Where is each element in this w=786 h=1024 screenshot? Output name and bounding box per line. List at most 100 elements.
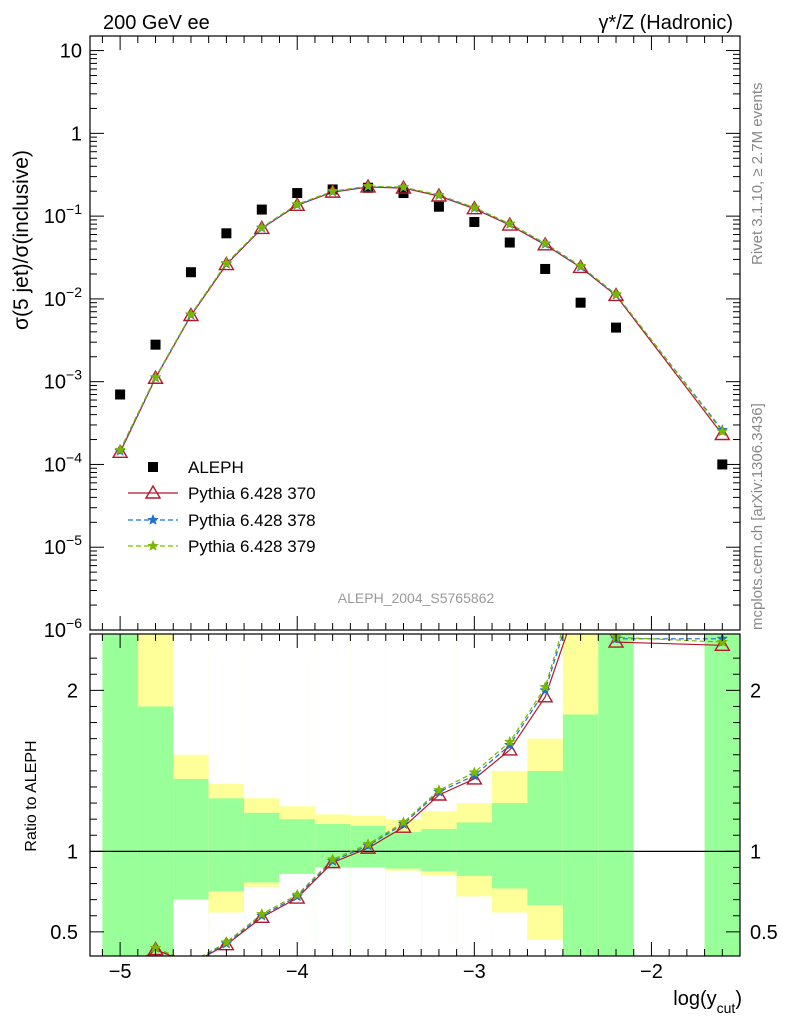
band-gap-top bbox=[173, 634, 209, 755]
main-y-tick-label: 10−1 bbox=[44, 201, 82, 228]
main-point-s0-5 bbox=[292, 188, 303, 199]
main-point-s3-12 bbox=[539, 237, 552, 249]
mcplots-reference-label: mcplots.cern.ch [arXiv:1306.3436] bbox=[749, 403, 766, 630]
legend-marker bbox=[144, 484, 162, 499]
ratio-point-s2-9 bbox=[433, 783, 445, 796]
outer-band-lower bbox=[421, 871, 457, 876]
main-point-s0-9 bbox=[433, 201, 444, 212]
ratio-point-s0-8 bbox=[395, 818, 412, 833]
main-point-s3-1 bbox=[149, 371, 162, 383]
ratio-series-markers bbox=[147, 564, 731, 967]
main-y-tick-label: 10−6 bbox=[44, 615, 82, 642]
ratio-point-s2-7 bbox=[362, 837, 374, 850]
main-point-s3-3 bbox=[220, 256, 233, 269]
x-tick-label: −3 bbox=[463, 961, 486, 983]
outer-band-upper bbox=[492, 770, 528, 804]
ratio-point-s0-6 bbox=[324, 854, 341, 869]
outer-band-lower bbox=[456, 875, 493, 897]
main-point-s0-3 bbox=[221, 228, 232, 239]
x-axis: −5 −4 −3 −2 bbox=[101, 634, 723, 983]
legend-marker bbox=[147, 513, 159, 525]
outer-band-lower bbox=[244, 882, 280, 887]
legend-label: Pythia 6.428 370 bbox=[188, 484, 316, 503]
ratio-point-s2-4 bbox=[255, 907, 268, 920]
band-gap-bottom bbox=[492, 912, 528, 956]
header-left-label: 200 GeV ee bbox=[103, 12, 210, 34]
main-point-s3-2 bbox=[185, 308, 197, 320]
ratio-point-s0-5 bbox=[289, 889, 306, 904]
main-point-s3-13 bbox=[574, 259, 587, 271]
ratio-point-s0-7 bbox=[359, 839, 377, 854]
ratio-point-s1-13 bbox=[575, 572, 585, 582]
ratio-point-s2-13 bbox=[575, 564, 585, 574]
outer-band-upper bbox=[421, 811, 457, 829]
main-point-s3-14 bbox=[610, 287, 622, 300]
main-panel: 10−6 10−5 10−4 10−3 10−2 10−1 1 10 σ(5 jet)/σ(i… bbox=[10, 35, 741, 642]
legend-label: ALEPH bbox=[188, 458, 244, 477]
outer-band-lower bbox=[527, 905, 563, 940]
outer-band-upper bbox=[173, 754, 209, 779]
band-gap-top bbox=[208, 634, 245, 784]
ratio-point-s0-11 bbox=[501, 741, 518, 756]
rivet-version-label: Rivet 3.1.10, ≥ 2.7M events bbox=[749, 83, 766, 266]
main-point-s0-4 bbox=[256, 204, 267, 215]
main-y-tick-label: 10−4 bbox=[44, 449, 82, 476]
main-point-s3-7 bbox=[362, 179, 374, 192]
ratio-point-s0-2 bbox=[190, 955, 192, 956]
main-point-s0-15 bbox=[717, 459, 728, 470]
ratio-y-tick-label-right: 1 bbox=[750, 841, 761, 863]
ratio-y-tick-label-right: 2 bbox=[750, 680, 761, 702]
outer-band-lower bbox=[208, 891, 245, 913]
band-gap-bottom bbox=[350, 867, 386, 956]
main-point-s3-5 bbox=[291, 198, 304, 210]
main-y-tick-label: 10 bbox=[60, 41, 82, 63]
outer-band-upper bbox=[456, 803, 493, 823]
legend-entry: Pythia 6.428 378 bbox=[128, 511, 316, 530]
main-point-s0-14 bbox=[611, 322, 622, 333]
ratio-point-s2-12 bbox=[539, 680, 552, 693]
outer-band-upper bbox=[279, 806, 315, 820]
inner-band-bin bbox=[102, 634, 138, 956]
outer-band-upper bbox=[527, 738, 563, 771]
ratio-y-tick-label-right: 0.5 bbox=[750, 922, 778, 944]
main-series-lines bbox=[119, 185, 723, 453]
ratio-y-tick-label: 1 bbox=[67, 841, 78, 863]
outer-band-lower bbox=[385, 868, 422, 871]
main-point-s3-10 bbox=[468, 201, 481, 213]
legend-marker bbox=[147, 539, 159, 551]
inner-band-bin bbox=[704, 634, 740, 956]
band-gap-bottom bbox=[421, 875, 457, 956]
ratio-point-s2-8 bbox=[397, 816, 410, 828]
main-y-tick-label: 1 bbox=[71, 123, 82, 145]
ratio-y-axis: 0.5 0.5 1 1 2 2 bbox=[50, 657, 778, 944]
outer-band-lower bbox=[492, 888, 528, 913]
ratio-point-s1-12 bbox=[539, 684, 552, 696]
x-tick-label: −2 bbox=[640, 961, 663, 983]
ratio-point-s0-4 bbox=[253, 908, 271, 924]
band-gap-top bbox=[279, 634, 315, 807]
main-y-tick-label: 10−2 bbox=[44, 284, 82, 311]
inner-band-bin bbox=[137, 706, 174, 956]
ratio-point-s2-10 bbox=[468, 766, 481, 778]
main-point-s0-12 bbox=[540, 263, 551, 274]
legend: ALEPH Pythia 6.428 370 Pythia 6.428 378 Pyt… bbox=[128, 458, 316, 556]
main-point-s0-10 bbox=[469, 216, 480, 227]
ratio-point-s2-2 bbox=[186, 957, 197, 967]
ratio-point-s0-10 bbox=[466, 770, 483, 785]
outer-band-upper bbox=[244, 798, 280, 813]
legend-label: Pythia 6.428 379 bbox=[188, 537, 316, 556]
inner-band-bin bbox=[562, 714, 599, 956]
ratio-y-axis-label: Ratio to ALEPH bbox=[23, 740, 40, 851]
legend-entry: ALEPH bbox=[148, 458, 244, 477]
main-point-s0-11 bbox=[504, 237, 515, 248]
ratio-point-s2-3 bbox=[220, 936, 233, 948]
band-gap-top bbox=[314, 634, 351, 815]
ratio-point-s0-13 bbox=[574, 587, 588, 599]
main-point-s0-1 bbox=[150, 339, 161, 350]
outer-band-upper bbox=[208, 783, 245, 799]
ratio-point-s2-11 bbox=[503, 735, 516, 747]
main-point-s0-13 bbox=[575, 297, 586, 308]
ratio-y-tick-label: 2 bbox=[67, 680, 78, 702]
main-point-s0-2 bbox=[185, 267, 196, 278]
ratio-point-s0-15 bbox=[714, 636, 731, 651]
